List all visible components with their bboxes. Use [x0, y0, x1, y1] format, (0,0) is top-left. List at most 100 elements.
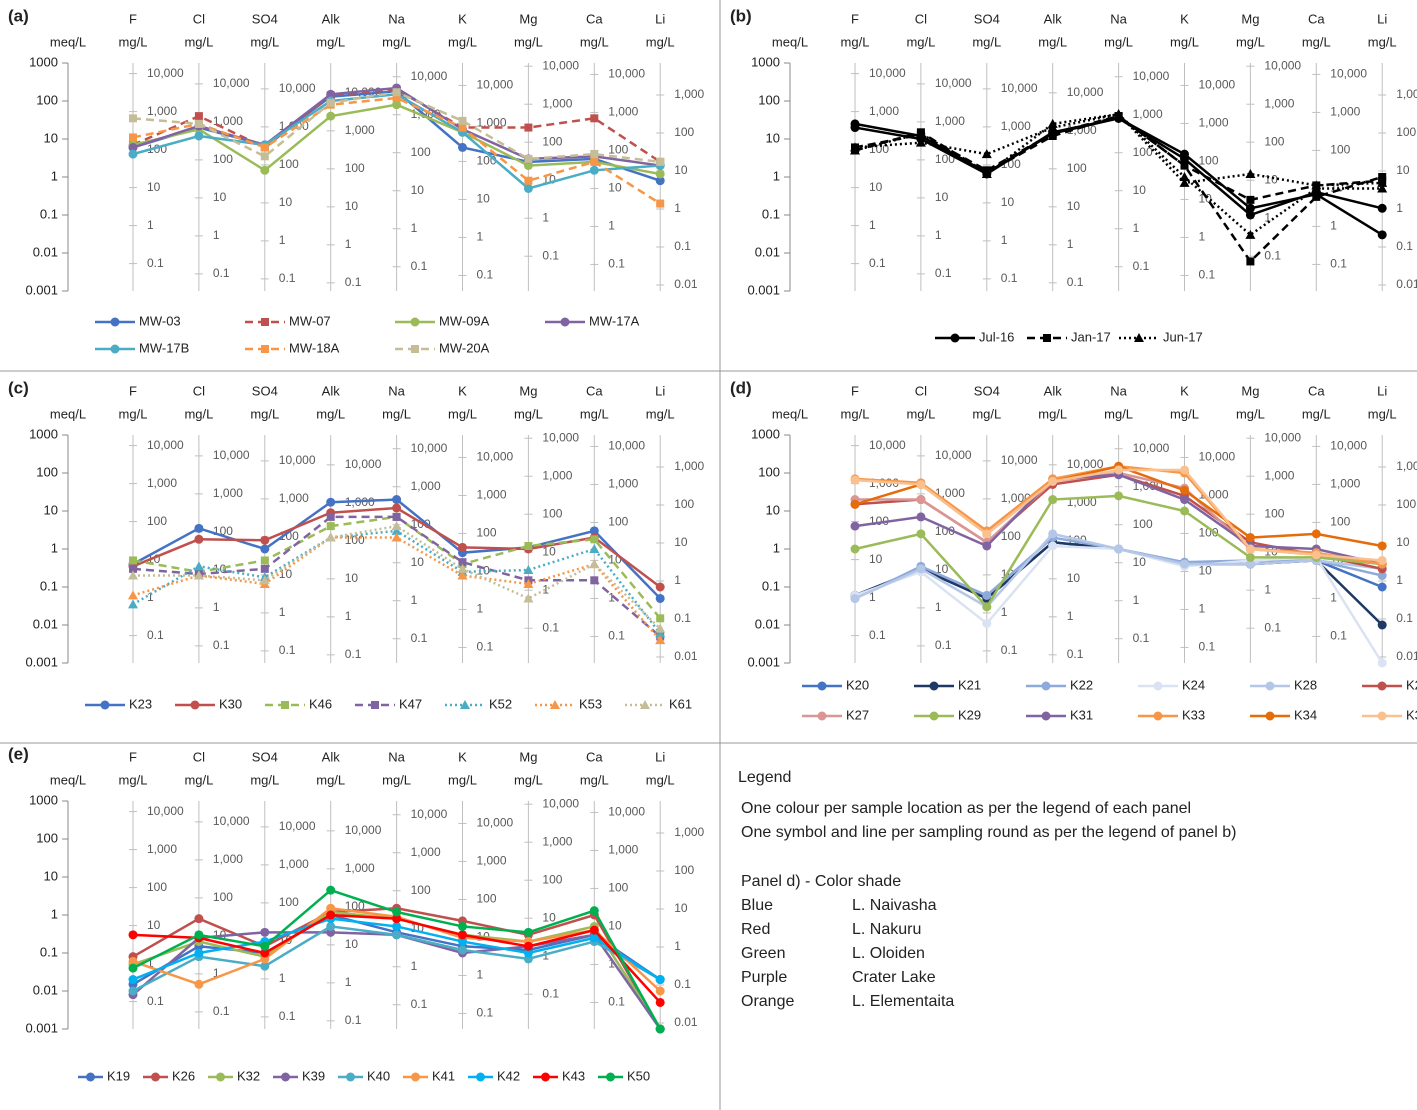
parameter-unit: mg/L	[514, 772, 543, 787]
marker	[850, 521, 860, 531]
secondary-tick-label: 0.1	[147, 994, 164, 1008]
secondary-tick-label: 0.1	[869, 628, 886, 642]
marker	[850, 145, 860, 155]
secondary-tick-label: 100	[147, 514, 167, 528]
legend-marker	[1265, 711, 1275, 721]
legend-marker	[640, 700, 650, 709]
secondary-tick-label: 1	[1001, 605, 1008, 619]
secondary-tick-label: 10,000	[608, 67, 645, 81]
legend-label: K32	[237, 1068, 260, 1083]
marker	[982, 602, 992, 612]
legend-marker	[190, 700, 200, 710]
parameter-name: Alk	[1044, 11, 1063, 26]
marker	[655, 635, 666, 645]
legend-marker	[929, 711, 939, 721]
legend-title: Legend	[738, 769, 791, 786]
y-tick-label: 1000	[29, 792, 58, 807]
secondary-tick-label: 1	[1264, 582, 1271, 596]
parameter-name: Na	[388, 383, 405, 398]
marker	[523, 948, 533, 958]
parameter-unit: mg/L	[646, 772, 675, 787]
parameter-unit: mg/L	[841, 406, 870, 421]
parameter-unit: mg/L	[119, 406, 148, 421]
secondary-tick-label: 10,000	[1067, 85, 1104, 99]
legend-marker	[1134, 333, 1144, 342]
secondary-tick-label: 0.01	[674, 277, 698, 291]
marker	[1047, 118, 1058, 128]
secondary-tick-label: 0.01	[674, 1015, 698, 1029]
secondary-tick-label: 1	[674, 201, 681, 215]
marker	[1179, 172, 1190, 181]
secondary-tick-label: 1	[869, 218, 876, 232]
y-tick-label: 0.01	[33, 616, 58, 631]
marker	[1377, 183, 1388, 193]
marker	[590, 150, 599, 159]
marker	[1180, 465, 1189, 475]
marker	[850, 544, 860, 554]
secondary-tick-label: 0.1	[213, 266, 230, 280]
secondary-tick-label: 1	[1199, 602, 1206, 616]
legend-label: K25	[1406, 677, 1417, 692]
secondary-tick-label: 10,000	[1199, 450, 1236, 464]
parameter-unit: mg/L	[316, 406, 345, 421]
parameter-name: SO4	[252, 383, 278, 398]
marker	[916, 479, 926, 489]
marker	[326, 497, 336, 507]
secondary-tick-label: 1,000	[542, 468, 572, 482]
secondary-tick-label: 1	[147, 956, 154, 970]
marker	[458, 542, 467, 552]
secondary-tick-label: 100	[147, 880, 167, 894]
marker	[392, 100, 402, 110]
secondary-tick-label: 1	[411, 593, 418, 607]
marker	[590, 157, 599, 166]
marker	[1377, 230, 1387, 240]
secondary-tick-label: 0.1	[213, 1004, 230, 1018]
secondary-tick-label: 1	[477, 602, 484, 616]
secondary-tick-label: 1	[345, 237, 352, 251]
secondary-tick-label: 1,000	[411, 845, 441, 859]
marker	[128, 149, 138, 159]
parameter-unit: mg/L	[1170, 34, 1199, 49]
parameter-unit: mg/L	[382, 34, 411, 49]
secondary-tick-label: 1,000	[674, 87, 704, 101]
secondary-tick-label: 1	[477, 230, 484, 244]
secondary-tick-label: 0.1	[1133, 631, 1150, 645]
marker	[1377, 555, 1387, 565]
secondary-tick-label: 0.1	[869, 256, 886, 270]
y-tick-label: 100	[36, 92, 58, 107]
parameter-name: Alk	[1044, 383, 1063, 398]
secondary-tick-label: 100	[608, 515, 628, 529]
marker	[1048, 129, 1057, 138]
secondary-tick-label: 10,000	[147, 804, 184, 818]
parameter-name: Li	[655, 383, 665, 398]
marker	[589, 906, 599, 916]
marker	[326, 512, 335, 521]
legend-marker	[817, 681, 827, 691]
secondary-tick-label: 100	[542, 134, 562, 148]
secondary-tick-label: 0.1	[1067, 647, 1084, 661]
secondary-tick-label: 0.1	[1264, 248, 1281, 262]
y-tick-label: 0.01	[755, 244, 780, 259]
secondary-tick-label: 100	[674, 125, 694, 139]
marker	[1377, 658, 1387, 668]
legend-label: K28	[1294, 677, 1317, 692]
marker	[260, 544, 270, 554]
legend-marker	[550, 700, 560, 709]
parameter-name: Mg	[519, 11, 537, 26]
secondary-tick-label: 100	[1199, 154, 1219, 168]
marker	[1114, 491, 1124, 501]
marker	[194, 930, 204, 940]
parameter-name: SO4	[252, 749, 278, 764]
secondary-tick-label: 10,000	[542, 796, 579, 810]
secondary-tick-label: 10,000	[213, 76, 250, 90]
secondary-tick-label: 1	[608, 591, 615, 605]
secondary-tick-label: 10	[345, 571, 359, 585]
marker	[457, 570, 468, 580]
secondary-tick-label: 1	[1330, 591, 1337, 605]
parameter-name: Mg	[1241, 383, 1259, 398]
legend-marker	[261, 345, 269, 353]
secondary-tick-label: 1,000	[1396, 459, 1417, 473]
y-tick-label: 0.1	[40, 944, 58, 959]
marker	[458, 921, 467, 931]
secondary-tick-label: 1,000	[608, 477, 638, 491]
